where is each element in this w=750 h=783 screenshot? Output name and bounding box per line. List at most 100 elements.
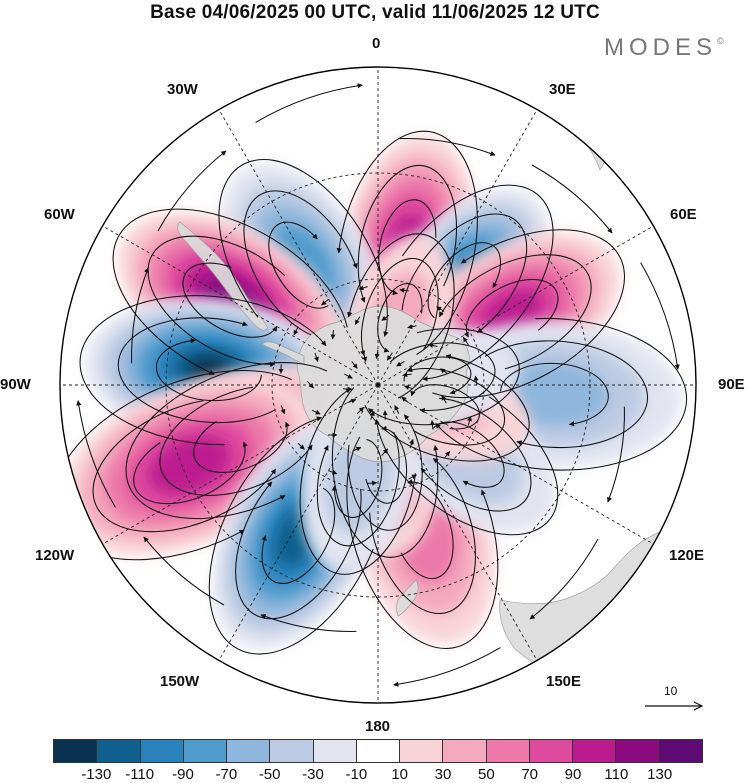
colorbar-tick-label: 70: [521, 766, 538, 783]
wind-vector: [394, 405, 400, 414]
streamline: [360, 257, 439, 356]
colorbar-tick-label: -30: [302, 766, 324, 783]
streamline: [346, 436, 499, 649]
streamline: [147, 235, 286, 367]
streamline: [347, 233, 455, 399]
south-america-tip: [177, 221, 269, 331]
wind-vector: [321, 298, 329, 306]
streamline: [157, 150, 227, 232]
colorbar-swatch: [400, 740, 444, 762]
colorbar-tick-label: -110: [125, 766, 155, 783]
wind-vector: [362, 352, 368, 362]
wind-vector: [429, 420, 435, 430]
wind-vector: [462, 336, 469, 346]
brand-logo: MODES©: [604, 34, 724, 62]
wind-vector: [441, 395, 447, 404]
colorbar-tick-label: 110: [604, 766, 629, 783]
colorbar-tick-label: -90: [172, 766, 194, 783]
streamline: [193, 421, 291, 473]
wind-vector: [293, 326, 299, 336]
streamline: [60, 370, 292, 561]
wind-vector: [367, 480, 378, 486]
wind-vector: [344, 373, 353, 379]
reference-vector-label: 10: [664, 684, 678, 698]
colorbar-tick-label: -50: [258, 766, 281, 783]
colorbar-swatch: [140, 740, 184, 762]
colorbar-swatch: [529, 740, 574, 762]
meridian-line: [218, 109, 379, 386]
meridian-line: [102, 384, 379, 545]
wind-vector: [401, 396, 409, 404]
streamline: [117, 317, 276, 424]
lon-label-0: 0: [372, 35, 381, 52]
lon-label-150e: 150E: [546, 673, 582, 690]
wind-vector: [311, 409, 321, 415]
colorbar-tick-label: 90: [564, 766, 582, 783]
wind-vector: [396, 360, 405, 367]
pole-dot: [376, 383, 380, 387]
streamline: [432, 229, 625, 399]
wind-vector: [409, 438, 414, 449]
colorbar-swatch: [356, 740, 401, 762]
streamline: [500, 362, 609, 427]
wind-vector: [428, 343, 438, 348]
lon-label-60w: 60W: [44, 206, 75, 223]
lon-label-90e: 90E: [718, 376, 745, 393]
wind-vector: [342, 386, 353, 392]
anomaly-field: [60, 135, 681, 650]
streamline: [403, 356, 472, 395]
wind-vector: [352, 446, 362, 452]
meridian-line: [377, 384, 538, 661]
streamline: [367, 328, 520, 426]
wind-vector: [399, 287, 409, 293]
colorbar-swatch: [486, 740, 530, 762]
streamline: [607, 406, 625, 503]
lon-label-120w: 120W: [35, 547, 75, 564]
lon-label-180: 180: [365, 718, 391, 735]
streamline: [76, 400, 116, 508]
streamline: [268, 221, 329, 309]
streamline: [243, 190, 358, 336]
wind-vector: [381, 448, 389, 456]
wind-vector: [347, 398, 357, 404]
streamline: [378, 199, 437, 296]
meridian-line: [102, 225, 379, 386]
streamline: [155, 338, 263, 402]
streamline: [159, 386, 313, 496]
wind-streamlines: [60, 83, 688, 687]
wind-vector: [351, 361, 358, 369]
colorbar-swatch: [313, 740, 357, 762]
streamline: [393, 647, 501, 687]
wind-vector: [407, 324, 417, 330]
streamline: [640, 262, 680, 370]
streamline: [218, 159, 389, 337]
lon-label-30e: 30E: [549, 81, 576, 98]
streamline: [435, 317, 688, 471]
wind-vector: [280, 405, 286, 415]
streamline: [390, 342, 496, 414]
streamline: [438, 254, 592, 370]
colorbar-tick-label: 130: [647, 766, 673, 783]
streamline: [131, 267, 149, 364]
streamline: [399, 138, 496, 156]
wind-vector: [370, 410, 375, 420]
streamline: [125, 362, 328, 520]
latitude-circle: [271, 278, 485, 492]
streamline: [336, 130, 478, 356]
colorbar-swatch: [659, 740, 702, 762]
colorbar: [53, 739, 703, 763]
streamline: [529, 538, 599, 620]
colorbar-swatch: [183, 740, 228, 762]
wind-vector: [408, 474, 417, 480]
wind-vector: [307, 380, 314, 389]
antarctic-peninsula: [261, 341, 305, 365]
colorbar-swatch: [97, 740, 141, 762]
lon-label-90w: 90W: [0, 376, 31, 393]
streamline: [374, 396, 559, 536]
lat-lon-grid: [60, 67, 696, 703]
streamline: [316, 431, 400, 547]
streamline: [463, 279, 559, 338]
wind-vector: [467, 416, 472, 426]
meridian-line: [377, 225, 654, 386]
